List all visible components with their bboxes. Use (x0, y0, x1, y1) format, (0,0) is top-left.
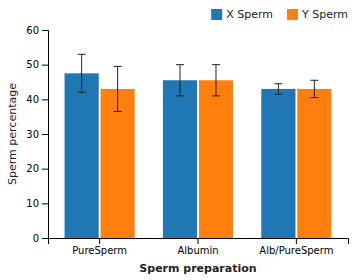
tick: Albumin (177, 238, 218, 256)
error-bar (78, 54, 86, 92)
legend: X Sperm Y Sperm (211, 8, 348, 21)
error-bar-cap (212, 64, 220, 65)
axis-line (49, 239, 349, 245)
bar (101, 89, 135, 238)
tick: 10 (26, 198, 48, 209)
tick-mark (42, 99, 48, 100)
error-bar-cap (78, 54, 86, 55)
y-axis: 0 10 20 30 40 50 60 (26, 25, 48, 244)
plot: 0 10 20 30 40 50 60 PureSperm Albumin Alb/PureSpe… (26, 25, 348, 256)
error-bar (212, 65, 220, 96)
error-bar-cap (274, 83, 282, 84)
legend-swatch (287, 9, 298, 20)
error-bar-line (314, 80, 315, 97)
error-bar (114, 66, 122, 111)
error-bar (310, 80, 318, 97)
error-bar-cap (310, 97, 318, 98)
marks (65, 54, 332, 238)
series (101, 65, 332, 238)
tick: Alb/PureSperm (259, 238, 333, 256)
error-bar (274, 84, 282, 94)
tick-label: 30 (26, 129, 39, 140)
x-axis: PureSperm Albumin Alb/PureSperm (49, 238, 349, 256)
error-bar-cap (274, 94, 282, 95)
bar (261, 89, 295, 238)
bar (297, 89, 331, 238)
tick: 0 (33, 233, 48, 244)
chart-svg: 0 10 20 30 40 50 60 PureSperm Albumin Alb/PureSpe… (0, 0, 360, 280)
tick-mark (198, 238, 199, 244)
legend-swatch (211, 9, 222, 20)
error-bar-cap (114, 66, 122, 67)
tick-mark (42, 30, 48, 31)
tick-label: 60 (26, 25, 39, 36)
legend-item: Y Sperm (287, 8, 348, 21)
tick-mark (42, 65, 48, 66)
tick: 20 (26, 163, 48, 174)
error-bar-cap (310, 80, 318, 81)
chart-container: 0 10 20 30 40 50 60 PureSperm Albumin Alb/PureSpe… (0, 0, 360, 280)
tick-label: 40 (26, 94, 39, 105)
tick: 40 (26, 94, 48, 105)
tick-label: PureSperm (72, 245, 127, 256)
tick-mark (296, 238, 297, 244)
tick-mark (42, 203, 48, 204)
tick-label: Alb/PureSperm (259, 245, 333, 256)
tick-label: Albumin (177, 245, 218, 256)
x-axis-title: Sperm preparation (139, 262, 256, 275)
error-bar-cap (78, 92, 86, 93)
tick-label: 20 (26, 163, 39, 174)
tick-mark (42, 238, 48, 239)
legend-label: X Sperm (226, 8, 273, 21)
bar (199, 80, 233, 238)
tick-label: 0 (33, 233, 39, 244)
legend-item: X Sperm (211, 8, 273, 21)
tick-mark (99, 238, 100, 244)
error-bar-line (278, 84, 279, 94)
axis-line (42, 31, 49, 239)
error-bar (176, 65, 184, 96)
series (65, 54, 296, 238)
error-bar-line (81, 54, 82, 92)
tick-mark (42, 169, 48, 170)
error-bar-cap (212, 95, 220, 96)
error-bar-line (215, 65, 216, 96)
error-bar-line (117, 66, 118, 111)
bar (163, 80, 197, 238)
tick: 30 (26, 129, 48, 140)
y-axis-title: Sperm percentage (6, 83, 19, 185)
error-bar-cap (176, 64, 184, 65)
error-bar-cap (114, 111, 122, 112)
bar (65, 73, 99, 238)
error-bar-cap (176, 95, 184, 96)
tick: 50 (26, 59, 48, 70)
error-bar-line (180, 65, 181, 96)
tick-mark (42, 134, 48, 135)
tick-label: 50 (26, 59, 39, 70)
tick-label: 10 (26, 198, 39, 209)
tick: 60 (26, 25, 48, 36)
legend-label: Y Sperm (301, 8, 348, 21)
tick: PureSperm (72, 238, 127, 256)
